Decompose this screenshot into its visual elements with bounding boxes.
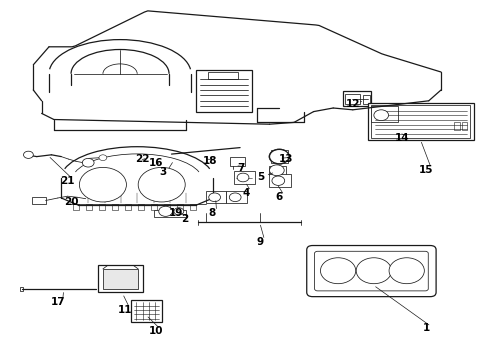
Bar: [234, 171, 255, 184]
Bar: [371, 106, 398, 122]
Text: 6: 6: [276, 192, 283, 202]
Bar: [164, 204, 171, 210]
Circle shape: [272, 176, 285, 185]
Bar: [154, 210, 186, 217]
Circle shape: [356, 258, 392, 284]
Bar: [98, 204, 105, 210]
Circle shape: [270, 165, 284, 176]
Bar: [226, 191, 247, 203]
Circle shape: [24, 151, 33, 158]
Bar: [208, 72, 238, 79]
Circle shape: [174, 208, 184, 215]
Text: 21: 21: [60, 176, 75, 186]
Text: 13: 13: [279, 154, 294, 164]
Text: 22: 22: [135, 154, 149, 164]
Text: 3: 3: [159, 167, 166, 177]
Text: 19: 19: [169, 208, 184, 218]
Text: 7: 7: [237, 163, 245, 174]
Bar: [131, 300, 162, 322]
Circle shape: [389, 258, 424, 284]
Circle shape: [237, 173, 249, 182]
Circle shape: [159, 206, 172, 216]
Bar: [86, 204, 92, 210]
Bar: [196, 70, 252, 112]
Bar: [345, 94, 360, 104]
Bar: [363, 95, 370, 104]
Circle shape: [99, 155, 107, 161]
Text: 15: 15: [419, 165, 434, 175]
Bar: [454, 122, 460, 130]
Text: 14: 14: [394, 132, 409, 143]
Bar: [20, 287, 23, 291]
Text: 8: 8: [208, 208, 215, 218]
Bar: [73, 204, 79, 210]
Bar: [230, 157, 245, 166]
Text: 10: 10: [148, 326, 163, 336]
Bar: [151, 204, 157, 210]
Bar: [368, 103, 474, 140]
Text: 12: 12: [345, 99, 360, 109]
Text: 17: 17: [50, 297, 65, 307]
Circle shape: [374, 110, 389, 121]
Bar: [125, 204, 131, 210]
Text: 4: 4: [242, 188, 250, 198]
Text: 9: 9: [256, 237, 263, 247]
Text: 20: 20: [64, 197, 78, 207]
Bar: [177, 204, 183, 210]
Text: 11: 11: [118, 305, 132, 315]
Circle shape: [138, 167, 185, 202]
Text: 2: 2: [182, 213, 189, 224]
Bar: [32, 197, 46, 204]
Bar: [271, 150, 288, 163]
Text: 16: 16: [148, 158, 163, 168]
Circle shape: [82, 158, 94, 167]
Bar: [269, 166, 286, 175]
Circle shape: [229, 193, 241, 202]
Bar: [462, 122, 467, 130]
Text: 18: 18: [202, 156, 217, 166]
Bar: [343, 91, 371, 106]
FancyBboxPatch shape: [307, 246, 436, 297]
Bar: [112, 204, 118, 210]
Circle shape: [209, 193, 221, 202]
Circle shape: [320, 258, 356, 284]
Circle shape: [270, 149, 289, 164]
Text: 5: 5: [257, 172, 264, 182]
Bar: [190, 204, 196, 210]
Bar: [206, 191, 226, 203]
Bar: [103, 269, 138, 289]
Bar: [98, 265, 143, 292]
FancyBboxPatch shape: [315, 251, 428, 291]
Bar: [371, 105, 470, 138]
Bar: [269, 174, 291, 187]
Text: 1: 1: [423, 323, 430, 333]
Circle shape: [79, 167, 126, 202]
Bar: [138, 204, 144, 210]
